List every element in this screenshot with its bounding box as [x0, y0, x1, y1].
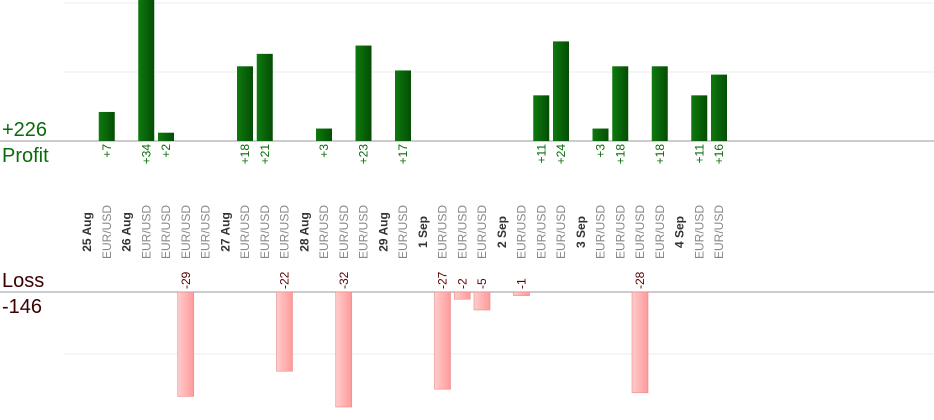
loss-value-label: -32	[337, 271, 351, 289]
symbol-label: EUR/USD	[554, 205, 568, 259]
profit-bar	[553, 41, 569, 141]
symbol-label: EUR/USD	[692, 205, 706, 259]
symbol-label: EUR/USD	[455, 205, 469, 259]
profit-value-label: +23	[357, 144, 371, 165]
symbol-label: EUR/USD	[100, 205, 114, 259]
symbol-label: EUR/USD	[159, 205, 173, 259]
date-label: 2 Sep	[495, 216, 509, 248]
profit-bar	[592, 128, 609, 141]
profit-bar	[138, 0, 155, 141]
profit-bar	[316, 128, 332, 141]
profit-value-label: +18	[238, 144, 252, 165]
symbol-label: EUR/USD	[357, 205, 371, 259]
symbol-label: EUR/USD	[199, 205, 213, 259]
symbol-label: EUR/USD	[337, 205, 351, 259]
loss-value-label: -5	[475, 278, 489, 289]
profit-bar	[98, 111, 115, 141]
date-label: 3 Sep	[574, 216, 588, 248]
symbol-label: EUR/USD	[317, 205, 331, 259]
loss-label: Loss	[2, 270, 45, 292]
profit-value-label: +7	[100, 144, 114, 158]
loss-value-label: -2	[455, 278, 469, 289]
profit-value-label: +34	[139, 144, 153, 165]
symbol-label: EUR/USD	[278, 205, 292, 259]
loss-value-label: -27	[436, 271, 450, 289]
symbol-label: EUR/USD	[712, 205, 726, 259]
date-label: 28 Aug	[297, 212, 311, 252]
profit-value-label: +17	[396, 144, 410, 165]
symbol-label: EUR/USD	[396, 205, 410, 259]
date-label: 4 Sep	[673, 216, 687, 248]
symbol-label: EUR/USD	[258, 205, 272, 259]
category-labels: 25 Aug EUR/USD 26 Aug EUR/USD EUR/USD EUR/USD…	[80, 205, 726, 259]
profit-bar	[395, 70, 411, 141]
symbol-label: EUR/USD	[633, 205, 647, 259]
profit-value-label: +11	[534, 144, 548, 164]
loss-value-label: -28	[633, 271, 647, 289]
profit-value-label: +3	[317, 144, 331, 158]
loss-total: -146	[2, 296, 43, 318]
profit-bar	[533, 95, 550, 141]
loss-value-label: -29	[179, 271, 193, 289]
loss-bar	[177, 291, 195, 397]
profit-bar	[237, 66, 253, 141]
date-label: 1 Sep	[416, 216, 430, 248]
symbol-label: EUR/USD	[179, 205, 193, 259]
symbol-label: EUR/USD	[436, 205, 450, 259]
profit-label: Profit	[2, 145, 49, 167]
profit-value-label: +2	[159, 144, 173, 158]
symbol-label: EUR/USD	[613, 205, 627, 259]
loss-bar	[453, 291, 471, 300]
symbol-label: EUR/USD	[515, 205, 529, 259]
profit-value-label: +21	[258, 144, 272, 165]
profit-value-label: +11	[692, 144, 706, 164]
loss-bar	[513, 291, 530, 296]
symbol-label: EUR/USD	[475, 205, 489, 259]
symbol-label: EUR/USD	[139, 205, 153, 259]
date-label: 25 Aug	[80, 212, 94, 252]
loss-bar	[335, 291, 353, 408]
profit-value-label: +16	[712, 144, 726, 165]
symbol-label: EUR/USD	[238, 205, 252, 259]
profit-bar	[256, 53, 273, 141]
profit-bar	[651, 66, 668, 141]
date-label: 27 Aug	[218, 212, 232, 252]
profit-value-label: +24	[554, 144, 568, 165]
symbol-label: EUR/USD	[653, 205, 667, 259]
profit-value-label: +3	[594, 144, 608, 158]
loss-bar	[434, 291, 451, 390]
profit-bar	[158, 132, 174, 141]
profit-value-label: +18	[653, 144, 667, 165]
profit-bar	[691, 95, 708, 141]
value-labels: +7 +34 +2 -29 +18 +21 -22 +3 -32 +23 +17 -27 -2 -5 -1 +…	[100, 144, 726, 289]
profit-bar	[711, 74, 727, 141]
date-label: 26 Aug	[120, 212, 134, 252]
date-label: 29 Aug	[376, 212, 390, 252]
loss-value-label: -1	[515, 278, 529, 289]
loss-bar	[631, 291, 649, 394]
loss-value-label: -22	[278, 271, 292, 289]
profit-bar	[612, 66, 629, 141]
loss-bar	[276, 291, 293, 372]
symbol-label: EUR/USD	[594, 205, 608, 259]
profit-total: +226	[2, 119, 48, 141]
profit-value-label: +18	[613, 144, 627, 165]
loss-bar	[473, 291, 491, 311]
symbol-label: EUR/USD	[534, 205, 548, 259]
grid-lines	[64, 2, 934, 355]
profit-bar	[355, 45, 372, 141]
bars	[98, 0, 727, 408]
